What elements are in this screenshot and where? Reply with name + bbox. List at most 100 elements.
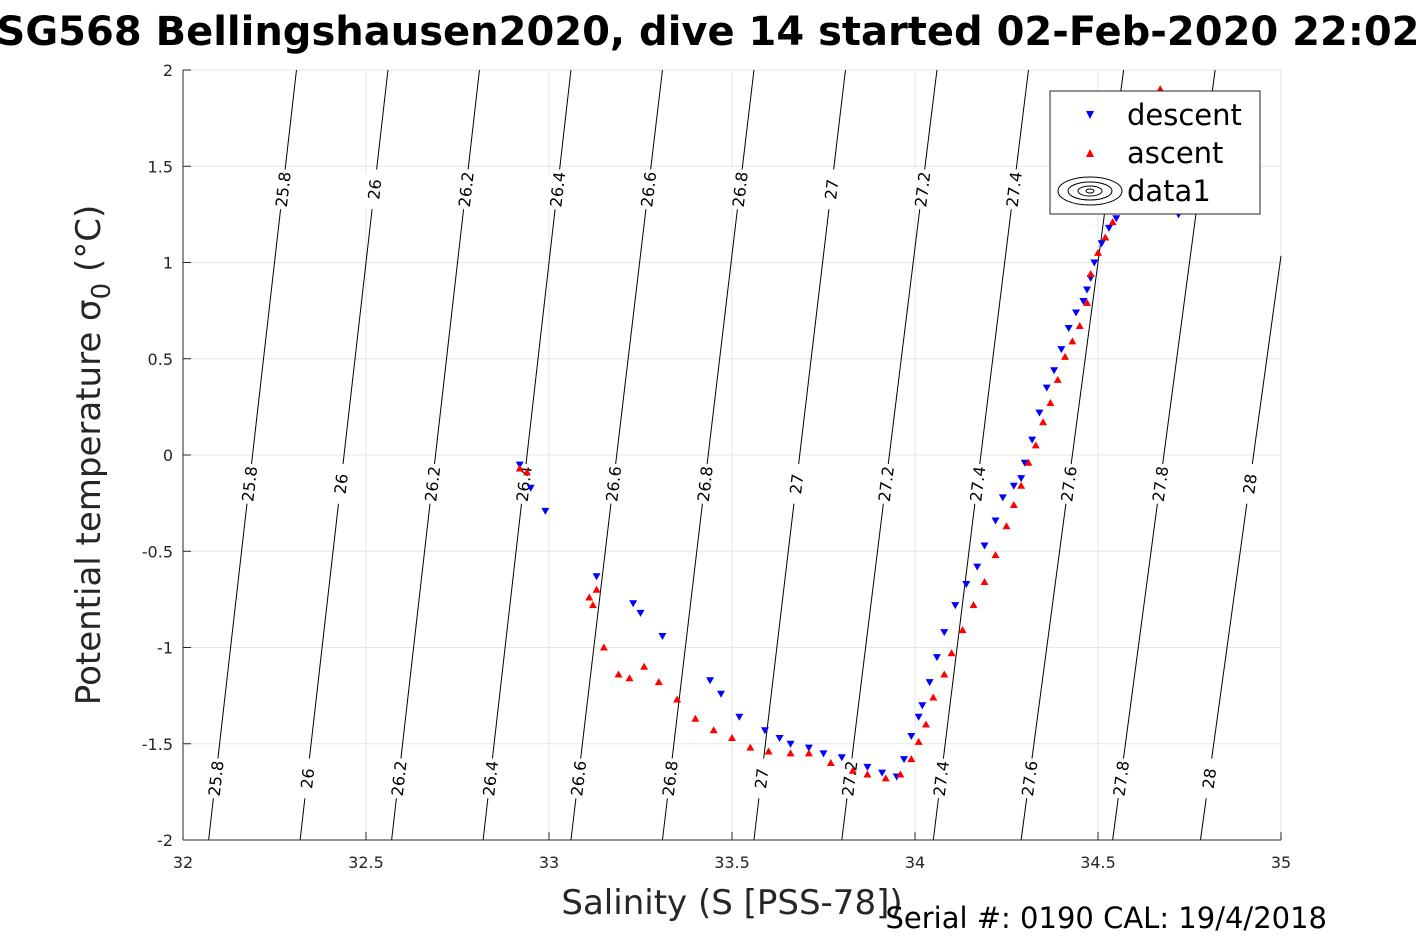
isopycnal-label-bg [818,168,844,211]
ascent-point [881,774,890,782]
ascent-point [848,766,857,774]
isopycnal-label: 25.8 [205,760,228,798]
ascent-point [592,585,601,593]
isopycnal-label: 27 [786,473,807,495]
x-tick-label: 33.5 [714,853,750,872]
ascent-point [673,695,682,703]
ascent-point [585,593,594,601]
isopycnal-label: 27.6 [1057,465,1081,503]
isopycnal-label: 26.2 [388,760,411,798]
descent-point [1057,346,1066,354]
ascent-point [863,770,872,778]
ascent-point [654,678,663,686]
isopycnal-label-bg [783,462,809,505]
descent-point [1104,224,1113,232]
ascent-point [786,749,795,757]
x-tick-label: 34.5 [1080,853,1116,872]
isopycnal-label: 26.8 [659,760,682,798]
descent-point [1097,240,1106,248]
descent-point [1020,459,1029,467]
descent-point [636,609,645,617]
isopycnal-label-bg [545,168,570,211]
descent-point [1112,215,1121,223]
isopycnal-label-bg [727,168,753,211]
ascent-point [914,737,923,745]
x-tick-label: 32.5 [348,853,384,872]
ascent-point [1101,233,1110,241]
ascent-point [921,720,930,728]
ascent-point [625,674,634,682]
descent-point [658,632,667,640]
y-tick-label: 1 [163,254,173,273]
ascent-point [1039,418,1048,426]
tick-labels: 32 32.5 33 33.5 34 34.5 35 -2 -1.5 -1 -0.5 0 0.5 1 1.5… [142,61,1291,872]
isopycnal-label: 27.2 [838,760,861,798]
isopycnal-label-bg [837,757,862,800]
isopycnal-label: 26 [331,473,352,495]
serial-calibration-note: Serial #: 0190 CAL: 19/4/2018 [885,901,1327,935]
ascent-point [640,662,649,670]
descent-point [1042,384,1051,392]
ascent-point [1061,352,1070,360]
isopycnal-label-bg [237,462,262,505]
legend-descent-label: descent [1127,98,1242,132]
isopycnal-label-bg [477,757,503,800]
descent-point [819,750,828,758]
ascent-point [1086,270,1095,278]
ascent-point [804,749,813,757]
isopycnal-label: 26.6 [602,465,625,503]
ascent-point [691,714,700,722]
isopycnal-label: 27.4 [930,760,953,798]
legend-data1-label: data1 [1127,174,1211,208]
isopycnal-label: 26.4 [546,171,569,209]
ascent-point [1017,481,1026,489]
descent-point [775,734,784,742]
descent-point [786,740,795,748]
isopycnal-label-bg [203,757,228,800]
isopycnal-label-bg [600,462,626,505]
isopycnal-label: 27.8 [1110,760,1134,798]
x-tick-label: 35 [1271,853,1291,872]
isopycnal-label-bg [420,462,445,505]
descent-point [760,727,769,735]
descent-point [706,677,715,685]
isopycnal-label: 26.4 [479,760,502,798]
isopycnal-label: 27.2 [911,171,934,209]
ascent-point [1108,218,1117,226]
isopycnal-label-bg [1196,757,1222,800]
descent-point [1009,482,1018,490]
ascent-point [1046,399,1055,407]
ascent-point [599,643,608,651]
isopycnal-label: 27 [751,767,772,789]
ascent-point [1094,248,1102,256]
ascent-point [728,733,736,741]
descent-point [1072,309,1081,317]
isopycnal-label-bg [657,757,683,800]
ascent-point [991,551,1000,559]
legend-descent-marker [1086,111,1094,119]
isopycnal-label-bg [270,168,296,211]
ascent-point [523,468,532,476]
isopycnal-label: 26.6 [567,760,590,798]
y-tick-label: 1.5 [148,157,173,176]
y-tick-label: -2 [157,831,173,850]
descent-point [837,754,846,762]
descent-point [804,744,813,752]
isopycnal-label: 27.2 [875,465,898,503]
legend-contour-icon [1057,176,1123,206]
isopycnal-label: 26 [364,178,385,200]
descent-point [907,733,916,741]
descent-point [1050,367,1059,375]
isopycnal-label: 27.4 [966,465,989,503]
isopycnal-label: 27.4 [1003,171,1026,209]
isopycnal-label: 28 [1239,473,1261,496]
ascent-point [1024,458,1033,466]
ascent-point [947,649,956,657]
isopycnal-label-bg [453,168,479,211]
ascent-point [980,578,989,586]
descent-point [1079,298,1088,305]
isopycnal-label-bg [748,757,774,800]
ascent-point [764,747,773,755]
descent-point [735,713,744,721]
isopycnal-label-bg [1016,757,1042,800]
